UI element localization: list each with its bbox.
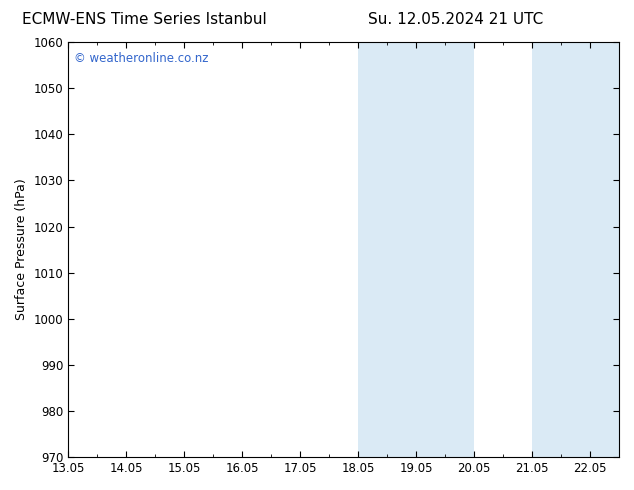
Text: ECMW-ENS Time Series Istanbul: ECMW-ENS Time Series Istanbul (22, 12, 266, 27)
Bar (590, 42, 619, 457)
Bar (358, 42, 416, 457)
Text: Su. 12.05.2024 21 UTC: Su. 12.05.2024 21 UTC (368, 12, 543, 27)
Y-axis label: Surface Pressure (hPa): Surface Pressure (hPa) (15, 179, 28, 320)
Bar (532, 42, 590, 457)
Text: © weatheronline.co.nz: © weatheronline.co.nz (74, 52, 208, 66)
Bar (416, 42, 474, 457)
